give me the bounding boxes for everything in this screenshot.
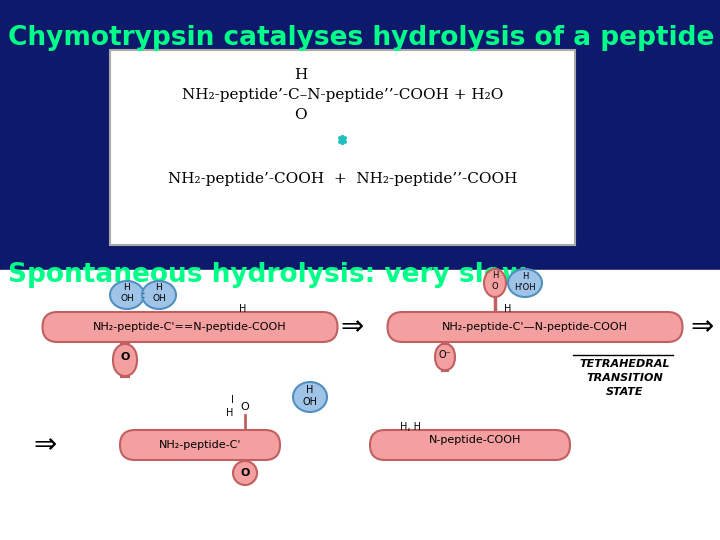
Text: NH₂-peptide-C'—N-peptide-COOH: NH₂-peptide-C'—N-peptide-COOH [442, 322, 628, 332]
Bar [0, 0, 720, 270]
Text: H
OH: H OH [120, 284, 134, 303]
Bar [0, 270, 720, 540]
Text: I: I [230, 395, 233, 405]
Ellipse shape [142, 281, 176, 309]
Text: H
H'OH: H H'OH [514, 272, 536, 292]
Text: O: O [240, 402, 249, 412]
FancyBboxPatch shape [370, 430, 570, 460]
Text: NH₂-peptide’-COOH  +  NH₂-peptide’’-COOH: NH₂-peptide’-COOH + NH₂-peptide’’-COOH [168, 172, 517, 186]
Text: NH₂-peptide-C'==N-peptide-COOH: NH₂-peptide-C'==N-peptide-COOH [93, 322, 287, 332]
FancyBboxPatch shape [113, 343, 137, 377]
Text: ⇒: ⇒ [341, 313, 364, 341]
FancyBboxPatch shape [387, 312, 683, 342]
Text: N-peptide-COOH: N-peptide-COOH [429, 435, 521, 445]
Text: O: O [240, 468, 250, 478]
Text: ⇒: ⇒ [33, 431, 57, 459]
Text: Spontaneous hydrolysis: very slow: Spontaneous hydrolysis: very slow [8, 262, 526, 288]
Text: TETRAHEDRAL
TRANSITION
STATE: TETRAHEDRAL TRANSITION STATE [580, 359, 670, 397]
Ellipse shape [293, 382, 327, 412]
Text: H: H [226, 408, 234, 418]
FancyBboxPatch shape [42, 312, 338, 342]
Ellipse shape [233, 461, 257, 485]
Text: H
O: H O [492, 271, 498, 291]
FancyBboxPatch shape [435, 343, 455, 371]
Text: H, H: H, H [400, 422, 420, 432]
Ellipse shape [508, 269, 542, 297]
Text: H: H [294, 68, 307, 82]
Text: O: O [294, 108, 307, 122]
Text: NH₂-peptide’-C–N-peptide’’-COOH + H₂O: NH₂-peptide’-C–N-peptide’’-COOH + H₂O [182, 88, 503, 102]
Text: H: H [504, 304, 512, 314]
Text: H
OH: H OH [152, 284, 166, 303]
Text: H: H [239, 304, 247, 314]
Text: O: O [120, 352, 130, 362]
Text: Chymotrypsin catalyses hydrolysis of a peptide: Chymotrypsin catalyses hydrolysis of a p… [8, 25, 714, 51]
Ellipse shape [110, 281, 144, 309]
Text: O⁻: O⁻ [438, 350, 451, 360]
Text: NH₂-peptide-C': NH₂-peptide-C' [158, 440, 241, 450]
Text: H
OH: H OH [302, 385, 318, 407]
Bar [110, 50, 575, 245]
Ellipse shape [484, 269, 506, 297]
Text: ⇒: ⇒ [690, 313, 714, 341]
FancyBboxPatch shape [120, 430, 280, 460]
Text: :: : [142, 290, 146, 300]
